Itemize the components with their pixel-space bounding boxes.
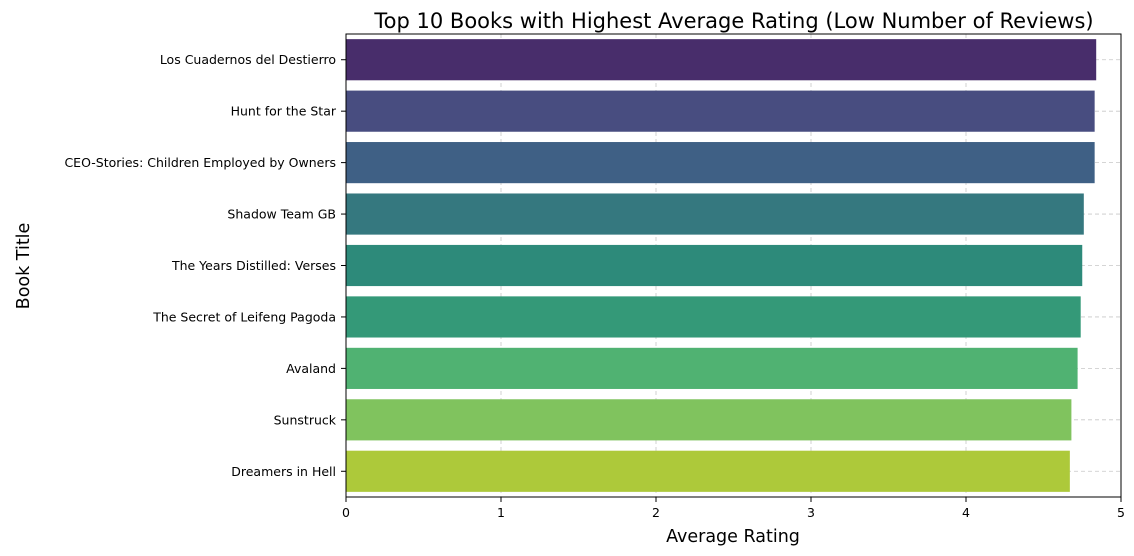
bar xyxy=(346,142,1095,184)
y-tick-label: Sunstruck xyxy=(274,412,337,427)
x-tick-label: 5 xyxy=(1117,505,1125,520)
bar xyxy=(346,399,1072,441)
bar xyxy=(346,450,1070,492)
x-tick-label: 4 xyxy=(962,505,970,520)
y-axis-label: Book Title xyxy=(14,223,34,310)
bar xyxy=(346,193,1084,235)
chart-title: Top 10 Books with Highest Average Rating… xyxy=(373,9,1093,33)
y-tick-label: Los Cuadernos del Destierro xyxy=(160,52,336,67)
x-tick-label: 2 xyxy=(652,505,660,520)
y-tick-label: Hunt for the Star xyxy=(231,104,337,119)
x-tick-label: 0 xyxy=(342,505,350,520)
x-tick-label: 1 xyxy=(497,505,505,520)
bar xyxy=(346,296,1081,338)
x-tick-label: 3 xyxy=(807,505,815,520)
y-tick-label: The Secret of Leifeng Pagoda xyxy=(152,309,336,324)
x-axis-ticks: 0 1 2 3 4 5 xyxy=(342,497,1125,520)
bar xyxy=(346,347,1078,389)
y-tick-label: Avaland xyxy=(286,361,336,376)
bars xyxy=(346,39,1097,492)
y-axis-ticks: Los Cuadernos del Destierro Hunt for the … xyxy=(64,52,346,479)
y-tick-label: The Years Distilled: Verses xyxy=(171,258,336,273)
bar xyxy=(346,90,1095,132)
bar xyxy=(346,39,1097,81)
bar xyxy=(346,244,1083,287)
y-tick-label: Shadow Team GB xyxy=(227,207,336,222)
y-tick-label: Dreamers in Hell xyxy=(231,464,336,479)
x-axis-label: Average Rating xyxy=(666,527,800,547)
y-tick-label: CEO-Stories: Children Employed by Owners xyxy=(64,155,336,170)
